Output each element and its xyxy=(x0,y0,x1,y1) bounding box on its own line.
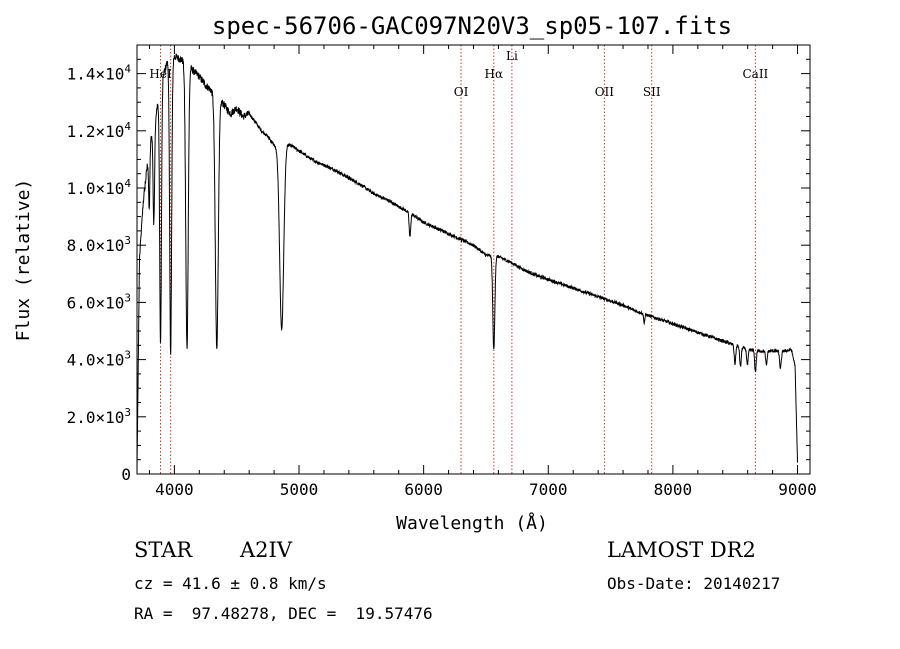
y-tick-label: 4.0×103 xyxy=(67,349,131,370)
y-tick-mantissa: 1.0×10 xyxy=(67,179,125,198)
y-tick-mantissa: 0 xyxy=(121,465,131,484)
chart-title: spec-56706-GAC097N20V3_sp05-107.fits xyxy=(212,12,732,40)
y-tick-exponent: 3 xyxy=(124,291,131,304)
y-tick-label: 0 xyxy=(121,465,131,484)
y-tick-mantissa: 8.0×10 xyxy=(67,236,125,255)
y-tick-mantissa: 1.2×10 xyxy=(67,122,125,141)
y-tick-exponent: 4 xyxy=(124,63,131,76)
y-tick-mantissa: 1.4×10 xyxy=(67,65,125,84)
line-label: OII xyxy=(595,85,615,99)
x-tick-label: 7000 xyxy=(529,480,568,499)
y-tick-label: 2.0×103 xyxy=(67,406,131,427)
x-tick-label: 4000 xyxy=(155,480,194,499)
y-tick-mantissa: 2.0×10 xyxy=(67,408,125,427)
y-tick-label: 1.2×104 xyxy=(67,120,132,141)
spectrum-series-line xyxy=(136,53,798,475)
x-tick-label: 5000 xyxy=(280,480,319,499)
y-tick-exponent: 3 xyxy=(124,349,131,362)
x-tick-label: 6000 xyxy=(404,480,443,499)
line-label: CaII xyxy=(742,67,768,81)
survey-name: LAMOST DR2 xyxy=(607,538,756,562)
y-tick-label: 1.4×104 xyxy=(67,63,132,84)
series-layer xyxy=(136,53,798,475)
line-label: OI xyxy=(454,85,469,99)
y-tick-exponent: 3 xyxy=(124,234,131,247)
line-label: SII xyxy=(643,85,661,99)
object-class: STAR xyxy=(134,538,193,562)
y-tick-exponent: 4 xyxy=(124,177,131,190)
y-tick-exponent: 3 xyxy=(124,406,131,419)
axes: 4000 5000 6000 7000 8000 900002.0×1034.0×1036… xyxy=(67,44,817,499)
y-tick-label: 1.0×104 xyxy=(67,177,132,198)
y-tick-label: 6.0×103 xyxy=(67,291,131,312)
y-tick-mantissa: 4.0×10 xyxy=(67,351,125,370)
x-tick-label: 9000 xyxy=(778,480,817,499)
observation-date: Obs-Date: 20140217 xyxy=(607,574,781,593)
sky-coordinates: RA = 97.48278, DEC = 19.57476 xyxy=(134,604,433,623)
line-label: HeI xyxy=(149,67,172,81)
redshift-cz: cz = 41.6 ± 0.8 km/s xyxy=(134,574,327,593)
x-axis-label: Wavelength (Å) xyxy=(396,512,548,534)
y-axis-label: Flux (relative) xyxy=(13,179,34,342)
y-tick-label: 8.0×103 xyxy=(67,234,131,255)
line-label: Li xyxy=(506,49,518,63)
y-tick-exponent: 4 xyxy=(124,120,131,133)
object-subclass: A2IV xyxy=(240,538,292,562)
y-tick-mantissa: 6.0×10 xyxy=(67,293,125,312)
line-label: Hα xyxy=(485,67,504,81)
x-tick-label: 8000 xyxy=(654,480,693,499)
